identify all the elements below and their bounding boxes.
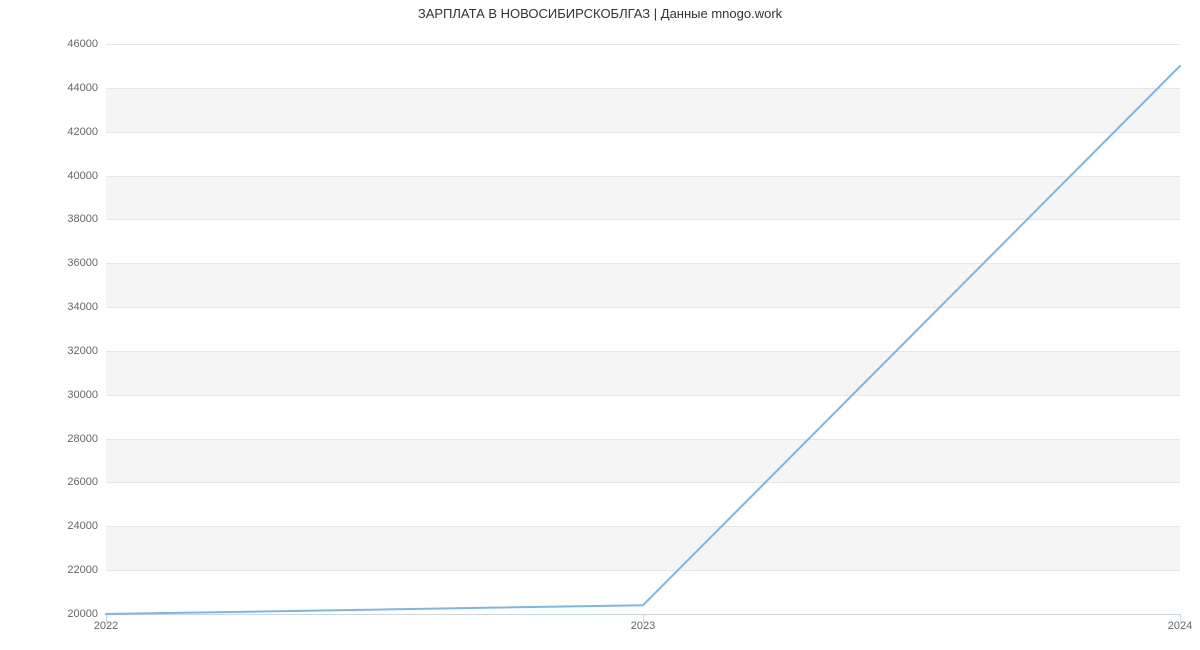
x-tick-label: 2022 <box>94 620 118 632</box>
y-tick-label: 38000 <box>67 213 98 225</box>
y-tick-label: 32000 <box>67 345 98 357</box>
y-tick-label: 46000 <box>67 38 98 50</box>
y-tick-label: 36000 <box>67 257 98 269</box>
chart-container: ЗАРПЛАТА В НОВОСИБИРСКОБЛГАЗ | Данные mn… <box>0 0 1200 650</box>
y-tick-label: 44000 <box>67 82 98 94</box>
y-tick-label: 28000 <box>67 433 98 445</box>
y-tick-label: 30000 <box>67 389 98 401</box>
y-tick-label: 24000 <box>67 520 98 532</box>
y-tick-label: 26000 <box>67 476 98 488</box>
y-tick-label: 34000 <box>67 301 98 313</box>
y-tick-label: 42000 <box>67 126 98 138</box>
plot-area: 2000022000240002600028000300003200034000… <box>106 44 1180 614</box>
y-tick-label: 40000 <box>67 170 98 182</box>
y-tick-label: 20000 <box>67 608 98 620</box>
x-tick-label: 2023 <box>631 620 655 632</box>
chart-title: ЗАРПЛАТА В НОВОСИБИРСКОБЛГАЗ | Данные mn… <box>0 6 1200 21</box>
y-tick-label: 22000 <box>67 564 98 576</box>
series-line <box>106 44 1180 614</box>
x-tick-label: 2024 <box>1168 620 1192 632</box>
